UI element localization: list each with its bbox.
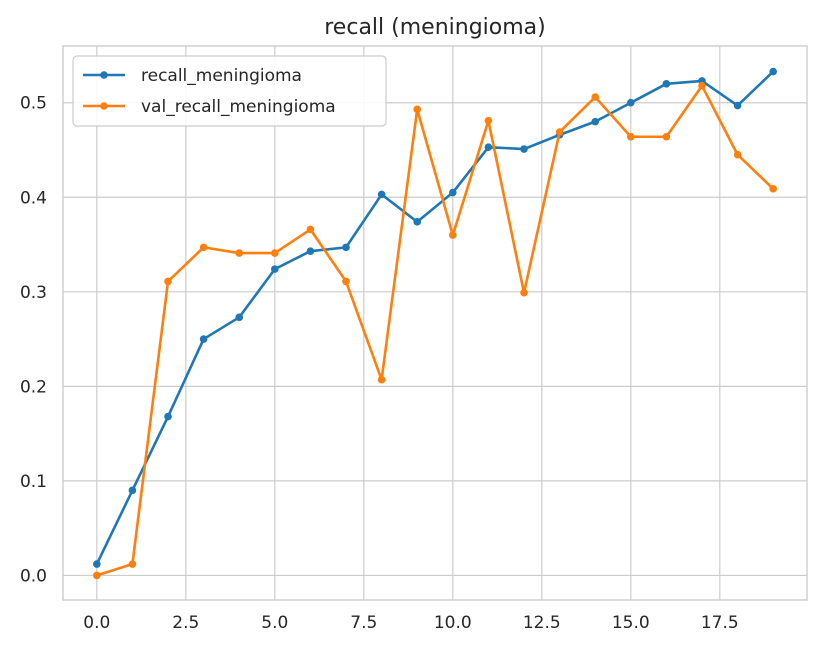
data-point: [413, 105, 422, 114]
data-point: [484, 143, 493, 151]
data-point: [413, 218, 422, 226]
y-tick-label: 0.2: [20, 377, 47, 397]
legend-marker: [100, 102, 108, 110]
data-point: [235, 249, 244, 257]
x-tick-label: 15.0: [612, 613, 650, 633]
data-point: [377, 375, 386, 384]
data-point: [448, 231, 457, 239]
x-tick-label: 2.5: [172, 613, 199, 633]
chart-title: recall (meningioma): [324, 15, 545, 40]
legend-marker: [100, 71, 108, 79]
data-point: [93, 571, 101, 580]
x-axis-ticks: 0.0 2.5 5.0 7.5 10.0 12.5 15.0 17.5: [83, 613, 738, 633]
x-tick-label: 17.5: [701, 613, 739, 633]
data-point: [520, 145, 528, 153]
data-point: [377, 190, 386, 199]
data-point: [626, 132, 635, 141]
data-point: [199, 335, 208, 343]
series-layer: [93, 67, 777, 580]
data-point: [626, 98, 635, 107]
x-tick-label: 12.5: [523, 613, 561, 633]
x-tick-label: 5.0: [261, 613, 288, 633]
data-point: [306, 247, 315, 255]
data-point: [448, 188, 457, 197]
data-point: [520, 288, 528, 297]
data-point: [342, 277, 350, 286]
data-point: [769, 67, 777, 76]
legend-label: recall_meningioma: [141, 66, 302, 86]
y-tick-label: 0.4: [20, 188, 47, 208]
data-point: [271, 265, 279, 273]
x-tick-label: 7.5: [350, 613, 377, 633]
data-point: [555, 128, 564, 136]
data-point: [235, 313, 244, 322]
y-tick-label: 0.1: [20, 472, 47, 492]
x-tick-label: 0.0: [83, 613, 110, 633]
data-point: [591, 117, 599, 126]
series-recall_meningioma: [93, 67, 777, 568]
y-tick-label: 0.0: [20, 566, 47, 586]
data-point: [199, 243, 208, 252]
data-point: [128, 486, 137, 495]
legend-box: [72, 55, 387, 127]
legend: recall_meningioma val_recall_meningioma: [72, 55, 387, 127]
y-axis-ticks: 0.0 0.1 0.2 0.3 0.4 0.5: [20, 94, 47, 587]
data-point: [342, 243, 350, 252]
data-point: [698, 81, 706, 90]
data-point: [591, 93, 599, 101]
data-point: [164, 277, 172, 286]
data-point: [164, 412, 172, 421]
data-point: [769, 184, 777, 193]
legend-label: val_recall_meningioma: [141, 97, 336, 117]
series-val_recall_meningioma: [93, 81, 777, 580]
data-point: [662, 132, 671, 141]
plot-frame: [62, 45, 808, 601]
series-line: [95, 70, 775, 566]
y-tick-label: 0.3: [20, 283, 47, 303]
data-point: [662, 80, 671, 88]
data-point: [128, 560, 137, 568]
data-point: [271, 249, 279, 257]
data-point: [93, 560, 101, 568]
x-tick-label: 10.0: [434, 613, 472, 633]
y-tick-label: 0.5: [20, 94, 47, 114]
grid: [63, 46, 807, 600]
data-point: [733, 101, 742, 110]
data-point: [306, 225, 315, 234]
data-point: [733, 150, 742, 159]
series-line: [95, 84, 775, 577]
data-point: [484, 116, 493, 125]
